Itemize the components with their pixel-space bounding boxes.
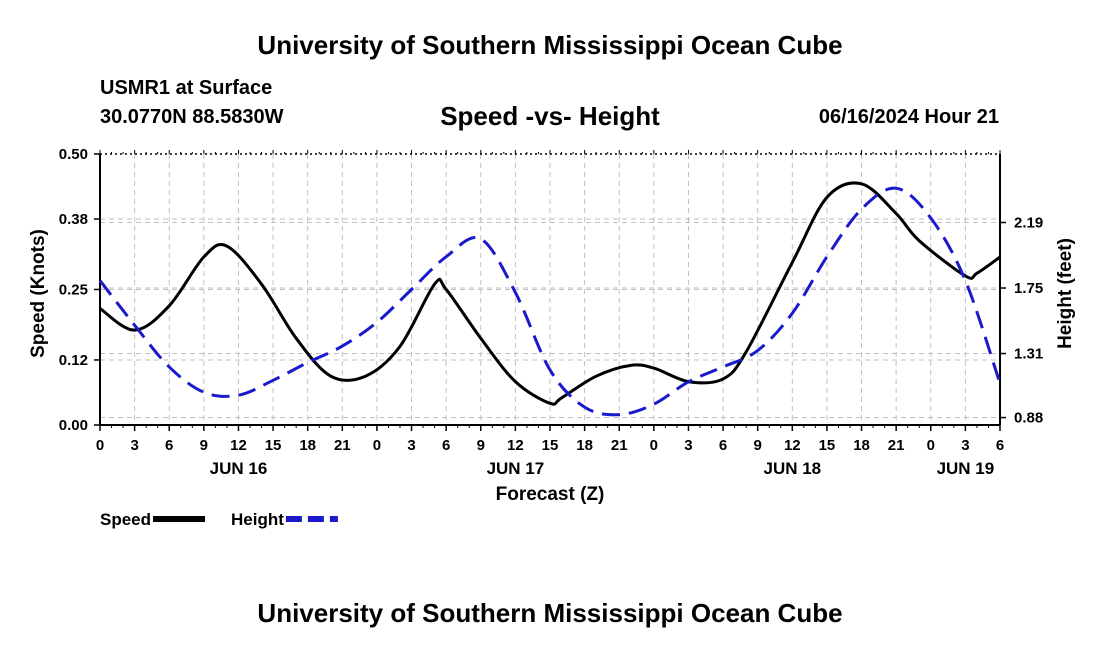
day-label: JUN 16 — [210, 459, 268, 478]
x-tick-label: 9 — [477, 437, 485, 454]
day-label: JUN 18 — [763, 459, 821, 478]
x-tick-label: 18 — [853, 437, 870, 454]
x-tick-label: 6 — [719, 437, 727, 454]
forecast-datetime: 06/16/2024 Hour 21 — [818, 106, 999, 128]
x-tick-label: 21 — [888, 437, 905, 454]
x-tick-label: 15 — [265, 437, 282, 454]
x-tick-label: 6 — [165, 437, 173, 454]
y2-tick-label: 1.31 — [1014, 346, 1043, 363]
x-tick-label: 18 — [576, 437, 593, 454]
y-axis-title: Speed (Knots) — [28, 229, 49, 358]
x-tick-label: 9 — [200, 437, 208, 454]
x-tick-label: 3 — [130, 437, 138, 454]
y-tick-label: 0.25 — [59, 282, 88, 299]
x-axis-title: Forecast (Z) — [496, 484, 605, 505]
x-tick-label: 21 — [611, 437, 628, 454]
legend-label-speed: Speed — [100, 510, 151, 529]
x-tick-label: 0 — [927, 437, 935, 454]
x-tick-label: 9 — [754, 437, 762, 454]
chart-labels: 0 3 6 9 12 15 18 21 0 3 6 9 12 15 18 21 0 3 6 9 12 15 18 21 0 3 60… — [28, 146, 1076, 505]
page-title: University of Southern Mississippi Ocean… — [257, 30, 843, 60]
x-tick-label: 3 — [407, 437, 415, 454]
x-tick-label: 6 — [442, 437, 450, 454]
y-tick-label: 0.50 — [59, 146, 88, 163]
x-tick-label: 3 — [961, 437, 969, 454]
y2-tick-label: 2.19 — [1014, 214, 1043, 231]
x-tick-label: 12 — [507, 437, 524, 454]
y-tick-label: 0.00 — [59, 417, 88, 434]
x-tick-label: 0 — [650, 437, 658, 454]
x-tick-label: 15 — [819, 437, 836, 454]
footer-title: University of Southern Mississippi Ocean… — [257, 598, 843, 628]
x-tick-label: 0 — [373, 437, 381, 454]
series-line-height — [98, 186, 1002, 417]
day-label: JUN 19 — [937, 459, 995, 478]
y2-tick-label: 0.88 — [1014, 410, 1043, 427]
x-tick-label: 3 — [684, 437, 692, 454]
y-tick-label: 0.38 — [59, 211, 88, 228]
x-tick-label: 15 — [542, 437, 559, 454]
x-tick-label: 18 — [299, 437, 316, 454]
x-tick-label: 0 — [96, 437, 104, 454]
x-tick-label: 21 — [334, 437, 351, 454]
station-coordinates: 30.0770N 88.5830W — [100, 106, 284, 128]
y-tick-label: 0.12 — [59, 352, 88, 369]
chart-legend: Speed Height — [100, 510, 338, 529]
x-tick-label: 12 — [230, 437, 247, 454]
day-label: JUN 17 — [487, 459, 545, 478]
station-label: USMR1 at Surface — [100, 77, 273, 99]
x-tick-label: 12 — [784, 437, 801, 454]
x-tick-label: 6 — [996, 437, 1004, 454]
chart-gridlines — [100, 154, 1000, 425]
legend-label-height: Height — [231, 510, 284, 529]
series-line-speed — [99, 181, 1001, 406]
y2-tick-label: 1.75 — [1014, 280, 1043, 297]
chart-axes — [94, 150, 1006, 431]
y2-axis-title: Height (feet) — [1055, 238, 1076, 349]
chart-series — [98, 181, 1002, 417]
chart-title: Speed -vs- Height — [440, 101, 660, 131]
